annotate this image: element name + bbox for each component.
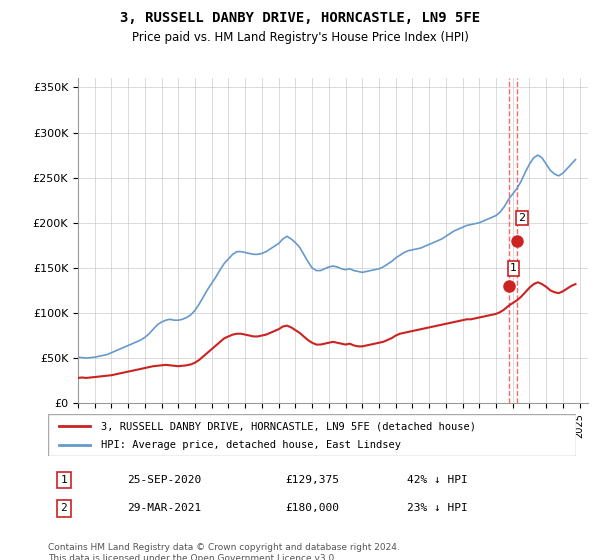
Text: 29-MAR-2021: 29-MAR-2021 xyxy=(127,503,202,514)
Text: 3, RUSSELL DANBY DRIVE, HORNCASTLE, LN9 5FE (detached house): 3, RUSSELL DANBY DRIVE, HORNCASTLE, LN9 … xyxy=(101,421,476,431)
Text: 2: 2 xyxy=(61,503,67,514)
Text: Price paid vs. HM Land Registry's House Price Index (HPI): Price paid vs. HM Land Registry's House … xyxy=(131,31,469,44)
Text: 2: 2 xyxy=(518,213,526,223)
Text: Contains HM Land Registry data © Crown copyright and database right 2024.
This d: Contains HM Land Registry data © Crown c… xyxy=(48,543,400,560)
Text: 1: 1 xyxy=(510,263,517,273)
FancyBboxPatch shape xyxy=(48,414,576,456)
Text: 42% ↓ HPI: 42% ↓ HPI xyxy=(407,475,468,485)
Text: 25-SEP-2020: 25-SEP-2020 xyxy=(127,475,202,485)
Text: 1: 1 xyxy=(61,475,67,485)
Text: HPI: Average price, detached house, East Lindsey: HPI: Average price, detached house, East… xyxy=(101,440,401,450)
Text: £180,000: £180,000 xyxy=(286,503,340,514)
Text: 3, RUSSELL DANBY DRIVE, HORNCASTLE, LN9 5FE: 3, RUSSELL DANBY DRIVE, HORNCASTLE, LN9 … xyxy=(120,11,480,25)
Text: £129,375: £129,375 xyxy=(286,475,340,485)
Text: 23% ↓ HPI: 23% ↓ HPI xyxy=(407,503,468,514)
